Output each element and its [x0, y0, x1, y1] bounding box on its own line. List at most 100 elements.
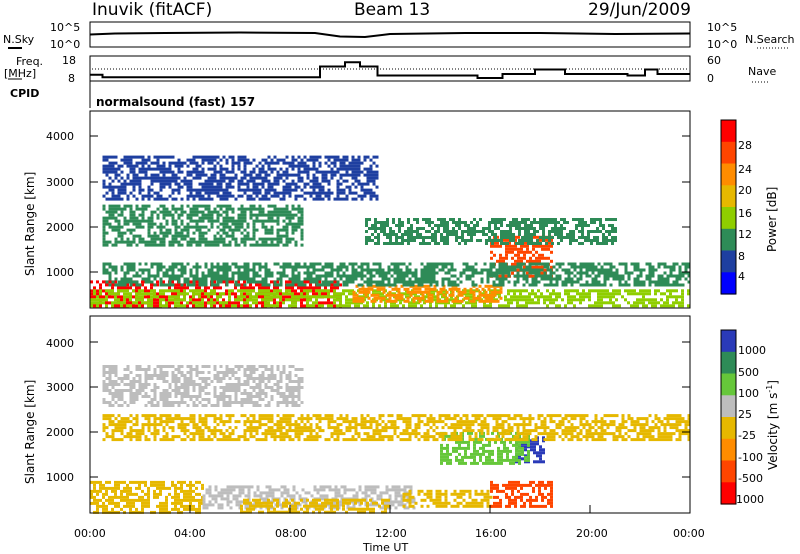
power-cell: [246, 265, 250, 269]
power-cell: [387, 268, 391, 272]
power-cell: [159, 222, 163, 226]
power-cell: [183, 298, 186, 302]
power-cell: [537, 301, 540, 305]
power-cell: [234, 298, 237, 302]
power-cell: [261, 219, 265, 223]
velocity-cell: [289, 494, 293, 498]
power-cell: [270, 216, 274, 220]
power-cell: [500, 233, 503, 236]
power-cell: [183, 228, 187, 232]
velocity-cell: [226, 491, 230, 495]
power-cell: [138, 240, 142, 244]
velocity-cell: [256, 494, 260, 498]
power-cell: [147, 268, 151, 272]
power-cell: [210, 222, 214, 226]
power-cell: [407, 221, 410, 224]
power-cell: [204, 155, 208, 159]
velocity-cell: [174, 483, 177, 487]
power-cell: [351, 274, 355, 278]
velocity-cell: [244, 485, 248, 489]
power-cell: [390, 262, 394, 266]
power-cell: [388, 290, 392, 294]
power-cell: [225, 271, 229, 275]
power-cell: [219, 265, 223, 269]
power-cell: [318, 268, 322, 272]
nave-label: Nave: [748, 65, 777, 78]
power-cell: [192, 167, 196, 171]
power-cell: [636, 283, 640, 287]
power-cell: [210, 304, 213, 308]
power-cell: [120, 213, 124, 217]
power-cell: [633, 265, 637, 269]
power-cell: [120, 207, 124, 211]
power-cell: [267, 191, 271, 195]
power-cell: [533, 233, 536, 236]
power-cell: [240, 176, 244, 180]
power-cell: [291, 222, 295, 226]
power-cell: [294, 274, 298, 278]
power-cell: [231, 176, 235, 180]
power-cell: [429, 283, 433, 287]
velocity-cell: [171, 507, 174, 511]
power-cell: [225, 176, 229, 180]
power-cell: [537, 295, 540, 299]
velocity-cell: [111, 498, 114, 502]
power-cell: [366, 191, 370, 195]
power-cell: [189, 213, 193, 217]
power-cell: [264, 179, 268, 183]
power-cell: [300, 179, 304, 183]
power-cell: [165, 176, 169, 180]
power-cell: [147, 188, 151, 192]
power-cell: [506, 242, 509, 245]
power-cell: [285, 182, 289, 186]
velocity-cell: [123, 510, 126, 514]
power-cell: [243, 176, 247, 180]
power-cell: [411, 283, 415, 287]
power-cell: [240, 182, 244, 186]
power-cell: [189, 274, 193, 278]
power-cell: [252, 265, 256, 269]
velocity-cell: [141, 480, 144, 484]
power-cell: [243, 298, 246, 302]
power-cell: [213, 304, 216, 308]
power-cell: [171, 191, 175, 195]
power-cell: [138, 295, 141, 299]
power-cell: [198, 301, 201, 305]
power-cell: [126, 161, 130, 165]
power-cell: [108, 207, 112, 211]
power-cell: [237, 219, 241, 223]
power-cell: [597, 295, 600, 299]
power-cell: [141, 283, 144, 287]
power-cell: [117, 191, 121, 195]
power-cell: [240, 219, 244, 223]
power-cell: [327, 298, 330, 302]
power-cell: [501, 280, 505, 284]
power-cell: [165, 271, 169, 275]
power-cell: [612, 289, 615, 293]
power-cell: [282, 210, 286, 214]
power-cell: [243, 219, 247, 223]
power-cell: [627, 292, 630, 296]
power-cell: [102, 231, 106, 235]
power-cell: [288, 289, 291, 293]
power-cell: [354, 173, 358, 177]
power-cell: [261, 301, 264, 305]
power-cell: [416, 236, 419, 239]
power-cell: [225, 234, 229, 238]
power-cell: [345, 304, 348, 308]
xtick-1200: 12:00: [375, 527, 407, 540]
power-cell: [222, 204, 226, 208]
power-cell: [539, 227, 542, 230]
power-cell: [183, 182, 187, 186]
power-cell: [420, 268, 424, 272]
power-cell: [177, 167, 181, 171]
power-cell: [162, 179, 166, 183]
power-cell: [514, 247, 517, 251]
power-cell: [366, 268, 370, 272]
power-cell: [531, 283, 535, 287]
power-cell: [525, 268, 529, 272]
power-cell: [360, 185, 364, 189]
power-cell: [159, 301, 162, 305]
power-cell: [249, 213, 253, 217]
power-cell: [512, 239, 515, 242]
